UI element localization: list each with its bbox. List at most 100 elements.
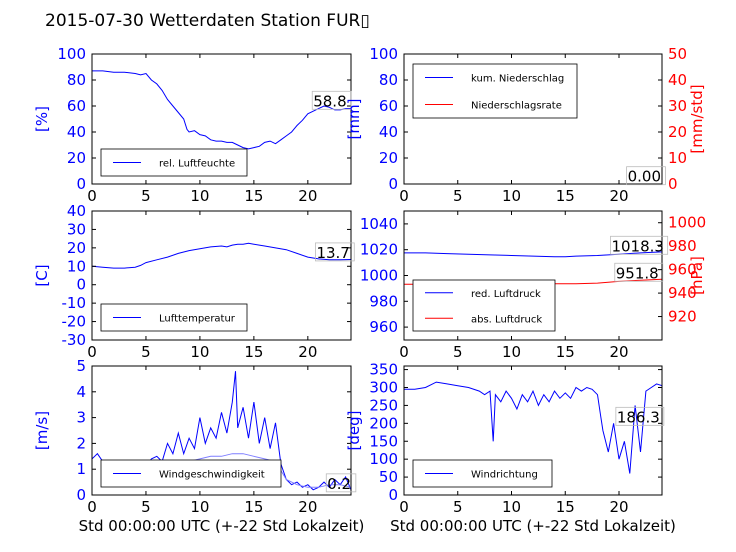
legend-label: Windgeschwindigkeit xyxy=(159,470,265,481)
y-tick-label: -10 xyxy=(62,294,87,312)
x-tick-label: 10 xyxy=(190,343,209,361)
chart-precip: 0 5 10 15 20 0 20 40 60 80 100 0 10 20 30 40 50 [mm] [mm/s… xyxy=(345,45,706,205)
y2-tick-label: 10 xyxy=(668,149,687,167)
page-title: 2015-07-30 Wetterdaten Station FUR▯ xyxy=(45,11,370,31)
x-tick-label: 0 xyxy=(87,187,97,205)
x-tick-label: 15 xyxy=(244,187,263,205)
x-tick-label: 15 xyxy=(244,498,263,516)
x-tick-label: 15 xyxy=(556,187,575,205)
y2-tick-label: 1000 xyxy=(668,214,706,232)
y-tick-label: -20 xyxy=(62,313,87,331)
y2-tick-label: 20 xyxy=(668,123,687,141)
y-axis-label: [m/s] xyxy=(33,411,51,450)
x-tick-label: 20 xyxy=(609,343,628,361)
legend-label: Windrichtung xyxy=(471,470,538,481)
legend-label: kum. Niederschlag xyxy=(471,74,564,85)
legend-label: Niederschlagsrate xyxy=(471,101,562,112)
y-tick-label: 20 xyxy=(67,239,86,257)
chart-pressure: 0 5 10 15 2096098010001020104092094096098010… xyxy=(360,210,706,361)
series-wind_dir-0 xyxy=(404,381,662,474)
y-tick-label: 60 xyxy=(379,97,398,115)
annotation-box xyxy=(610,235,669,255)
annotation-box xyxy=(325,473,357,493)
annotation-box xyxy=(615,406,665,426)
y2-tick-label: 940 xyxy=(668,284,697,302)
annotation-box xyxy=(315,242,355,262)
value-annotation: 0.2 xyxy=(327,475,351,493)
legend: Windgeschwindigkeit xyxy=(100,459,282,488)
legend: red. Luftdruck abs. Luftdruck xyxy=(412,279,556,332)
y-tick-label: 1020 xyxy=(360,241,398,259)
plot-frame xyxy=(91,210,352,341)
y-tick-label: 80 xyxy=(67,71,86,89)
x-tick-label: 10 xyxy=(190,187,209,205)
y-tick-label: 250 xyxy=(369,396,398,414)
y2-tick-label: 40 xyxy=(668,71,687,89)
x-tick-label: 10 xyxy=(190,498,209,516)
x-tick-label: 5 xyxy=(453,343,463,361)
y-tick-label: 300 xyxy=(369,379,398,397)
x-tick-label: 10 xyxy=(502,343,521,361)
x-tick-label: 15 xyxy=(556,498,575,516)
x-tick-label: 5 xyxy=(453,187,463,205)
plot-frame xyxy=(403,365,663,496)
y-tick-label: 40 xyxy=(67,123,86,141)
x-tick-label: 0 xyxy=(399,343,409,361)
y-axis-label: [C] xyxy=(33,264,51,286)
series-temperature-0 xyxy=(92,242,351,269)
x-tick-label: 0 xyxy=(87,498,97,516)
y2-tick-label: 30 xyxy=(668,97,687,115)
y-tick-label: 20 xyxy=(379,149,398,167)
chart-humidity: 0 5 10 15 20 0 20 40 60 80 100 [%] rel. Luftfeuchte 5… xyxy=(33,45,352,205)
y-axis-label: [%] xyxy=(33,106,51,132)
y2-axis-label: [mm/std] xyxy=(688,84,706,153)
x-tick-label: 10 xyxy=(502,187,521,205)
legend: rel. Luftfeuchte xyxy=(100,148,248,177)
y-tick-label: 3 xyxy=(76,409,86,427)
x-tick-label: 5 xyxy=(141,187,151,205)
legend-box xyxy=(412,279,556,332)
annotation-box xyxy=(311,90,352,110)
y-tick-label: 150 xyxy=(369,432,398,450)
x-tick-label: 20 xyxy=(298,498,317,516)
y2-tick-label: 920 xyxy=(668,308,697,326)
x-tick-label: 5 xyxy=(141,498,151,516)
y-tick-label: 5 xyxy=(76,357,86,375)
x-tick-label: 15 xyxy=(244,343,263,361)
x-tick-label: 0 xyxy=(399,187,409,205)
y2-tick-label: 980 xyxy=(668,237,697,255)
value-annotation: 951.8 xyxy=(616,264,659,282)
y-tick-label: 960 xyxy=(369,318,398,336)
y2-axis-label: [hPa] xyxy=(688,256,706,295)
legend: Lufttemperatur xyxy=(100,303,248,332)
annotation-box xyxy=(626,166,666,186)
y-tick-label: 200 xyxy=(369,414,398,432)
legend: kum. Niederschlag Niederschlagsrate xyxy=(412,63,578,119)
value-annotation: 1018.3 xyxy=(611,237,664,255)
series-humidity-0 xyxy=(92,70,351,150)
x-tick-label: 5 xyxy=(453,498,463,516)
y-tick-label: 50 xyxy=(379,468,398,486)
value-annotation: 0.00 xyxy=(628,168,661,186)
y-tick-label: 350 xyxy=(369,361,398,379)
value-annotation: 58.8 xyxy=(313,92,346,110)
y-tick-label: 1 xyxy=(76,460,86,478)
x-tick-label: 20 xyxy=(609,498,628,516)
y-tick-label: 0 xyxy=(388,175,398,193)
y2-tick-label: 50 xyxy=(668,45,687,63)
y-tick-label: 10 xyxy=(67,257,86,275)
legend-label: red. Luftdruck xyxy=(471,289,541,300)
y-tick-label: 2 xyxy=(76,434,86,452)
plot-frame xyxy=(403,53,663,185)
y-tick-label: 30 xyxy=(67,220,86,238)
y-tick-label: 0 xyxy=(76,276,86,294)
y-axis-label: [deg] xyxy=(345,411,363,451)
y-tick-label: 0 xyxy=(76,175,86,193)
legend-label: Lufttemperatur xyxy=(159,314,236,325)
x-tick-label: 20 xyxy=(298,187,317,205)
legend-label: rel. Luftfeuchte xyxy=(159,159,235,170)
y-tick-label: 100 xyxy=(369,45,398,63)
